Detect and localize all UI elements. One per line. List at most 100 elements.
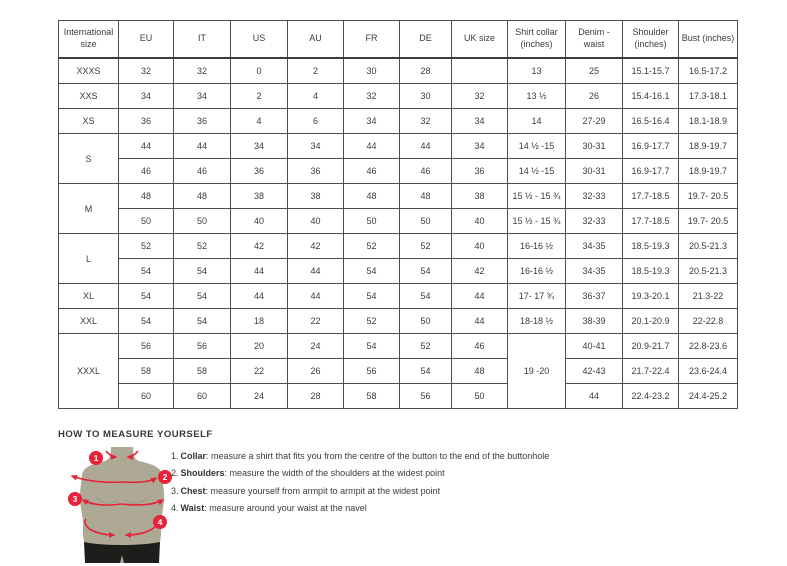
table-cell: 27-29	[565, 108, 623, 134]
size-chart-table: International size EU IT US AU FR DE UK size Shi…	[58, 20, 738, 409]
table-cell: 42-43	[565, 358, 623, 384]
table-cell: 20.5-21.3	[678, 233, 738, 259]
table-cell: 18.1-18.9	[678, 108, 738, 134]
table-cell: 60	[173, 383, 231, 409]
table-cell: 58	[118, 358, 174, 384]
table-cell: 36	[173, 108, 231, 134]
how-to-measure-heading: HOW TO MEASURE YOURSELF	[58, 429, 213, 440]
table-cell: 54	[343, 283, 400, 309]
table-row: XXXS 32 32 0 2 30 28 13 25 15.1-15.7 16.5-17.2	[58, 57, 738, 84]
table-row: XXS 34 34 2 4 32 30 32 13 ½ 26 15.4-16.1 17.3-18.1	[58, 83, 738, 109]
table-cell: 21.7-22.4	[622, 358, 679, 384]
step-number: 3.	[171, 485, 179, 496]
table-cell: 44	[565, 383, 623, 409]
table-cell	[451, 57, 508, 84]
table-cell: 54	[399, 358, 452, 384]
table-row: XL 54 54 44 44 54 54 44 17- 17 ¾ 36-37 19.3-20.1 21…	[58, 283, 738, 309]
collar-measure-arrow	[105, 450, 118, 460]
table-cell: 36	[451, 158, 508, 184]
column-header: FR	[343, 20, 400, 59]
table-cell: 34	[230, 133, 288, 159]
table-row: 60 60 24 28 58 56 50 44 22.4-23.2 24.4-25.2	[59, 383, 738, 409]
step-text: : measure yourself from armpit to armpit…	[205, 485, 441, 496]
table-cell: 40-41	[565, 333, 623, 359]
table-cell: XS	[58, 108, 119, 134]
table-cell: M	[58, 183, 119, 234]
table-cell: 50	[118, 208, 174, 234]
waist-measure-arrow	[84, 518, 116, 538]
table-cell: 22.8-23.6	[678, 333, 738, 359]
table-cell: 19.7- 20.5	[678, 208, 738, 234]
table-cell: 4	[287, 83, 344, 109]
step-number: 2.	[171, 468, 179, 479]
table-cell: 42	[451, 258, 508, 284]
table-cell: XXXL	[58, 333, 119, 409]
column-header: Shirt collar (inches)	[507, 20, 566, 59]
table-cell: 38	[287, 183, 344, 209]
svg-text:1: 1	[94, 453, 99, 463]
table-row: 54 54 44 44 54 54 42 16-16 ½ 34-35 18.5-19.3 20.5-…	[59, 258, 738, 284]
table-cell: 14	[507, 108, 566, 134]
table-cell: 4	[230, 108, 288, 134]
table-cell: 32-33	[565, 183, 623, 209]
table-cell: 36	[230, 158, 288, 184]
column-header: UK size	[451, 20, 508, 59]
table-cell: 40	[451, 233, 508, 259]
svg-text:4: 4	[158, 517, 163, 527]
table-cell: 17.7-18.5	[622, 183, 679, 209]
table-cell: 16.5-16.4	[622, 108, 679, 134]
table-cell: 30-31	[565, 133, 623, 159]
step-number: 4.	[171, 503, 179, 514]
table-row: S 44 44 34 34 44 44 34 14 ½ -15 30-31 16.9-17.7 18.…	[58, 133, 738, 184]
table-cell: 34-35	[565, 233, 623, 259]
table-cell: 16.5-17.2	[678, 57, 738, 84]
step-text: : measure the width of the shoulders at …	[224, 468, 445, 479]
table-cell: 30	[343, 57, 400, 84]
table-cell: 54	[399, 283, 452, 309]
table-cell: 44	[287, 258, 344, 284]
table-row: XXL 54 54 18 22 52 50 44 18-18 ½ 38-39 20.1-20.9 22…	[58, 308, 738, 334]
table-cell: 21.3-22	[678, 283, 738, 309]
table-cell: 17- 17 ¾	[507, 283, 566, 309]
chest-measure-arrow	[121, 499, 165, 506]
step-text: : measure a shirt that fits you from the…	[206, 451, 550, 461]
step-label: Collar	[180, 451, 207, 461]
table-cell: 16-16 ½	[507, 233, 566, 259]
table-cell: L	[58, 233, 119, 284]
column-header: AU	[287, 20, 344, 59]
table-cell: 18	[230, 308, 288, 334]
table-cell: 16-16 ½	[507, 258, 566, 284]
table-cell: 34	[287, 133, 344, 159]
measure-step: 4. Waist: measure around your waist at th…	[171, 503, 591, 513]
table-cell: 19.3-20.1	[622, 283, 679, 309]
table-cell: 52	[343, 233, 400, 259]
table-cell: 50	[399, 308, 452, 334]
table-cell: 48	[451, 358, 508, 384]
table-row: M 48 48 38 38 48 48 38 15 ½ - 15 ¾ 32-33 17.7-18.5…	[58, 183, 738, 234]
table-row: 58 58 22 26 56 54 48 42-43 21.7-22.4 23.6-24.4	[59, 358, 738, 384]
table-cell: 30	[399, 83, 452, 109]
table-cell: 40	[451, 208, 508, 234]
table-cell: 13	[507, 57, 566, 84]
table-cell: 54	[343, 333, 400, 359]
table-cell: 6	[287, 108, 344, 134]
table-cell: 18.9-19.7	[678, 158, 738, 184]
chest-measure-arrow	[81, 499, 123, 506]
table-cell: 44	[343, 133, 400, 159]
table-cell: 22	[230, 358, 288, 384]
size-table-body: XXXS 32 32 0 2 30 28 13 25 15.1-15.7 16.5-17.2 XXS 3…	[58, 57, 738, 409]
column-header: EU	[118, 20, 174, 59]
table-cell: 28	[399, 57, 452, 84]
table-cell: 17.3-18.1	[678, 83, 738, 109]
step-label: Waist	[180, 503, 205, 514]
table-cell: 56	[343, 358, 400, 384]
table-row: XXXL 56 56 20 24 54 52 46 19 -20 40-41 20.9-21.7 22…	[58, 333, 738, 409]
mannequin-illustration: 1 2 3 4	[68, 447, 172, 563]
table-cell: 58	[173, 358, 231, 384]
table-cell: 44	[173, 133, 231, 159]
table-cell: 24	[287, 333, 344, 359]
table-cell: 50	[343, 208, 400, 234]
table-cell: 36	[118, 108, 174, 134]
table-cell: 56	[118, 333, 174, 359]
table-cell: 46	[451, 333, 508, 359]
